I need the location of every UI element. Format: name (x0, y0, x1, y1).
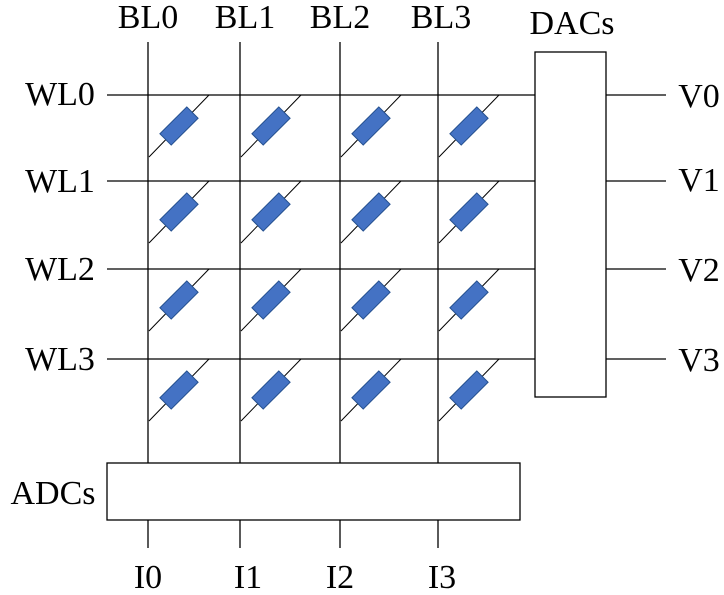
bit-line-wires (147, 42, 439, 463)
dac-block (534, 51, 607, 398)
memristor-icon (240, 180, 302, 244)
memristor-icon (438, 94, 500, 158)
memristor-body (449, 280, 489, 320)
memristor-body (449, 192, 489, 232)
memristor-icon (438, 358, 500, 422)
memristor-body (159, 106, 199, 146)
word-line-label-3: WL3 (25, 341, 95, 378)
memristor-icon (340, 94, 402, 158)
current-label-3: I3 (428, 559, 456, 595)
bit-line-labels: BL0 BL1 BL2 BL3 (118, 0, 471, 36)
memristor-cells (148, 94, 500, 422)
bit-line-label-1: BL1 (215, 0, 275, 36)
memristor-icon (148, 268, 210, 332)
memristor-body (159, 370, 199, 410)
memristor-body (159, 192, 199, 232)
memristor-icon (438, 180, 500, 244)
current-output-wires (147, 520, 439, 548)
word-line-label-2: WL2 (25, 251, 95, 288)
memristor-body (251, 280, 291, 320)
voltage-output-wires (606, 94, 666, 360)
current-label-1: I1 (234, 559, 262, 595)
memristor-body (251, 106, 291, 146)
memristor-icon (438, 268, 500, 332)
memristor-icon (148, 94, 210, 158)
voltage-output-labels: V0 V1 V2 V3 (678, 78, 720, 379)
memristor-body (251, 370, 291, 410)
memristor-body (159, 280, 199, 320)
voltage-label-2: V2 (678, 252, 720, 289)
memristor-body (351, 192, 391, 232)
word-line-labels: WL0 WL1 WL2 WL3 (25, 76, 95, 378)
memristor-icon (340, 180, 402, 244)
bit-line-label-0: BL0 (118, 0, 178, 36)
memristor-icon (148, 180, 210, 244)
memristor-body (449, 370, 489, 410)
memristor-icon (340, 268, 402, 332)
memristor-icon (240, 268, 302, 332)
memristor-body (351, 370, 391, 410)
memristor-icon (240, 94, 302, 158)
memristor-body (449, 106, 489, 146)
adc-label: ADCs (10, 475, 95, 512)
bit-line-label-2: BL2 (310, 0, 370, 36)
memristor-icon (340, 358, 402, 422)
voltage-label-0: V0 (678, 78, 720, 115)
voltage-label-1: V1 (678, 162, 720, 199)
adc-block (106, 462, 521, 521)
memristor-icon (148, 358, 210, 422)
dac-label: DACs (529, 5, 614, 42)
memristor-icon (240, 358, 302, 422)
word-line-label-0: WL0 (25, 76, 95, 113)
memristor-body (351, 106, 391, 146)
memristor-body (251, 192, 291, 232)
memristor-body (351, 280, 391, 320)
bit-line-label-3: BL3 (411, 0, 471, 36)
word-line-wires (107, 94, 535, 360)
current-output-labels: I0 I1 I2 I3 (134, 559, 456, 595)
current-label-2: I2 (326, 559, 354, 595)
current-label-0: I0 (134, 559, 162, 595)
word-line-label-1: WL1 (25, 163, 95, 200)
voltage-label-3: V3 (678, 342, 720, 379)
